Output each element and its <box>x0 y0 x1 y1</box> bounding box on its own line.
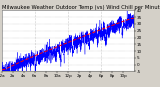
Text: Milwaukee Weather Outdoor Temp (vs) Wind Chill per Minute (Last 24 Hours): Milwaukee Weather Outdoor Temp (vs) Wind… <box>2 5 160 10</box>
